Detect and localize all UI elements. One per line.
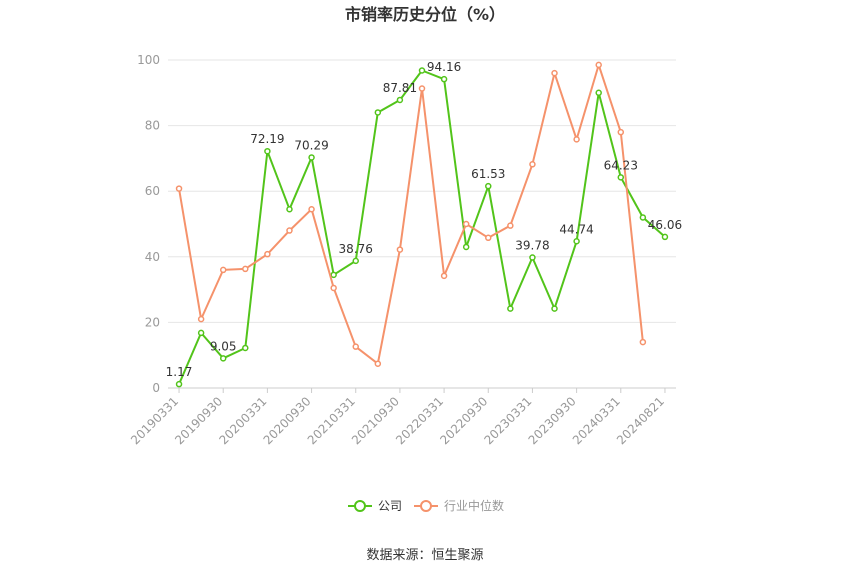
data-point [485,182,492,190]
data-label: 72.19 [250,132,284,146]
data-label: 87.81 [383,81,417,95]
data-point [396,246,404,253]
data-point [551,69,558,77]
data-point [573,238,580,245]
legend-marker [420,500,432,512]
data-point [617,174,625,181]
data-point [374,360,382,367]
data-point [462,220,470,228]
data-label: 46.06 [648,218,682,232]
data-label: 38.76 [339,242,373,256]
legend-marker [354,500,366,512]
data-point [242,265,249,273]
data-point [418,85,426,92]
data-label: 61.53 [471,167,505,181]
data-point [507,305,514,312]
legend-label: 行业中位数 [444,498,504,513]
data-point [639,214,647,221]
data-point [529,254,536,261]
data-point [374,109,382,116]
data-label: 9.05 [210,339,237,353]
data-point [485,234,492,242]
plot-area [175,61,669,388]
legend-item-company[interactable]: 公司 [348,499,402,513]
data-point [286,205,293,213]
data-point [440,75,448,83]
y-tick-label: 100 [137,53,160,67]
data-label: 70.29 [294,138,328,152]
data-point [242,344,249,352]
x-tick-label: 20240821 [614,394,667,447]
y-tick-label: 80 [145,119,160,133]
data-point [352,257,359,265]
data-point [440,272,448,280]
data-point [219,266,227,274]
data-point [219,355,227,362]
y-tick-label: 20 [145,315,160,329]
data-point [308,205,315,213]
data-point [617,128,625,136]
data-label: 39.78 [515,239,549,253]
data-point [175,380,183,388]
data-point [573,136,580,143]
data-point [595,61,602,69]
data-point [330,271,337,279]
legend[interactable]: 公司 行业中位数 [348,498,504,513]
data-point [639,338,647,346]
data-point [529,161,536,168]
data-point [175,185,183,192]
data-point [462,243,470,251]
series-line-industry-median [178,63,644,365]
data-point [286,227,293,234]
data-point [308,154,315,161]
data-label: 1.17 [166,365,193,379]
data-point [396,96,404,104]
data-point [330,284,337,292]
data-label: 94.16 [427,60,461,74]
data-point [595,89,602,97]
data-point [661,233,669,241]
data-labels: 1.17 9.05 72.19 70.29 38.76 87.81 94.16 61.53 39… [166,60,682,379]
y-tick-label: 0 [152,381,160,395]
grid-lines [168,59,676,323]
x-axis: 2019033120190930202003312020093020210331… [128,387,676,447]
y-tick-label: 40 [145,250,160,264]
data-point [551,305,558,312]
data-label: 64.23 [604,158,638,172]
data-label: 44.74 [559,222,593,236]
legend-label: 公司 [378,499,402,513]
data-point [264,147,271,155]
data-point [352,343,359,350]
data-point [197,315,205,323]
legend-item-industry-median[interactable]: 行业中位数 [414,498,504,513]
data-point [507,222,514,229]
data-point [197,329,205,337]
data-point [418,67,426,74]
source-note: 数据来源：恒生聚源 [366,548,483,563]
y-axis: 0 20 40 60 80 100 [137,53,160,395]
data-point [264,250,271,258]
y-tick-label: 60 [145,184,160,198]
chart-title: 市销率历史分位（%） [345,5,505,24]
